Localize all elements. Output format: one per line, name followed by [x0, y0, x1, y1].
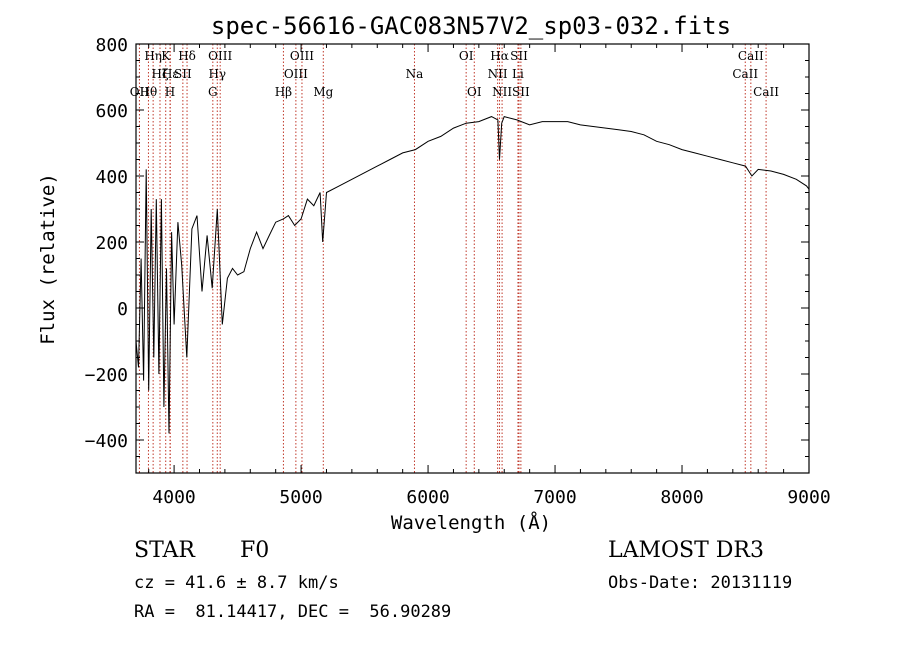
coordinates: RA = 81.14417, DEC = 56.90289 [134, 602, 452, 622]
line-label-18: OI [459, 49, 474, 63]
line-label-19: OI [467, 85, 482, 99]
line-label-4: Hζ [152, 67, 169, 81]
obs-date: Obs-Date: 20131119 [608, 573, 793, 593]
survey-name: LAMOST DR3 [608, 538, 764, 563]
line-label-1: OII [130, 85, 150, 99]
y-tick-label: 200 [95, 233, 128, 254]
y-tick-label: 800 [95, 35, 128, 56]
line-label-3: Hη [144, 49, 162, 63]
plot-frame [135, 43, 810, 474]
line-label-12: G [208, 85, 218, 99]
line-label-24: SII [510, 49, 528, 63]
y-tick-label: 600 [95, 101, 128, 122]
line-label-7: H [165, 85, 175, 99]
y-tick-label: −200 [85, 365, 128, 386]
line-label-16: Mg [313, 85, 333, 99]
y-tick-label: −400 [85, 431, 128, 452]
line-label-6: Hε [162, 67, 179, 81]
line-label-2: Hθ [140, 85, 158, 99]
y-tick-label: 400 [95, 167, 128, 188]
line-label-21: Hα [490, 49, 509, 63]
line-label-14: OIII [284, 67, 308, 81]
x-tick-label: 5000 [279, 487, 322, 508]
line-label-27: CaII [738, 49, 764, 63]
line-label-20: NII [488, 67, 508, 81]
line-label-5: K [161, 49, 171, 63]
x-tick-label: 6000 [406, 487, 449, 508]
x-tick-label: 7000 [533, 487, 576, 508]
y-axis-ticks: −400 −200 0 200 400 600 800 [85, 35, 809, 474]
line-label-9: Hδ [178, 49, 196, 63]
x-axis-label: Wavelength (Å) [391, 511, 551, 534]
x-tick-label: 8000 [660, 487, 703, 508]
x-tick-label: 9000 [787, 487, 830, 508]
line-label-8: SII [174, 67, 192, 81]
y-axis-label: Flux (relative) [37, 173, 59, 345]
line-label-17: Na [406, 67, 424, 81]
line-label-22: NII [492, 85, 512, 99]
line-label-11: Hγ [208, 67, 226, 81]
redshift-text: cz = 41.6 ± 8.7 km/s [134, 573, 339, 593]
line-label-23: Li [512, 67, 524, 81]
object-class: STAR [134, 538, 195, 563]
y-tick-label: 0 [117, 299, 128, 320]
line-label-13: Hβ [275, 85, 292, 99]
line-label-26: CaII [732, 67, 758, 81]
x-tick-label: 4000 [152, 487, 195, 508]
spectral-line-markers [138, 44, 767, 473]
line-label-25: SII [512, 85, 530, 99]
line-label-15: OIII [290, 49, 314, 63]
x-axis-ticks: 4000 5000 6000 7000 8000 9000 [148, 44, 831, 508]
spectrum-line [135, 116, 810, 434]
line-label-10: OIII [208, 49, 232, 63]
line-label-28: CaII [753, 85, 779, 99]
chart-title: spec-56616-GAC083N57V2_sp03-032.fits [211, 12, 731, 40]
object-subclass: F0 [240, 538, 270, 563]
